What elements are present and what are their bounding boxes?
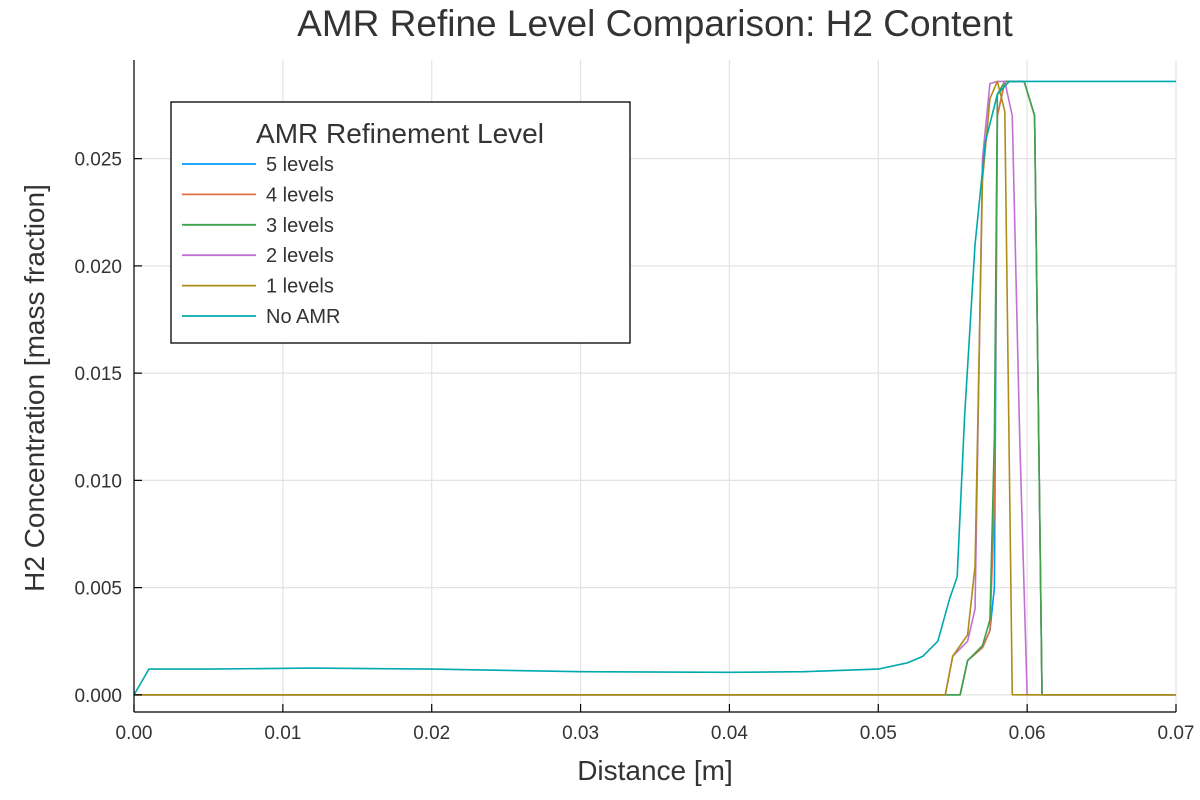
x-tick-label: 0.05 — [860, 723, 897, 744]
x-tick-label: 0.03 — [562, 723, 599, 744]
y-axis-label: H2 Concentration [mass fraction] — [19, 184, 50, 592]
x-tick-label: 0.04 — [711, 723, 748, 744]
x-tick-label: 0.00 — [116, 723, 153, 744]
x-tick-label: 0.02 — [413, 723, 450, 744]
legend-entry: No AMR — [182, 306, 340, 328]
legend-entry: 2 levels — [182, 245, 334, 267]
x-ticks: 0.00 0.01 0.02 0.03 0.04 0.05 0.06 0.07 — [116, 704, 1195, 744]
legend-label: 1 levels — [266, 276, 334, 298]
series-line-3 — [134, 80, 1176, 696]
x-tick-label: 0.07 — [1158, 723, 1195, 744]
legend-label: 5 levels — [266, 154, 334, 176]
chart-title: AMR Refine Level Comparison: H2 Content — [297, 3, 1013, 44]
series-line-6 — [133, 80, 1176, 696]
legend-entry: 3 levels — [182, 215, 334, 237]
legend-label: No AMR — [266, 306, 340, 328]
legend-entries: 5 levels 4 levels 3 levels 2 levels 1 levels… — [182, 154, 340, 328]
grid — [133, 60, 1177, 712]
x-tick-label: 0.01 — [264, 723, 301, 744]
legend-label: 3 levels — [266, 215, 334, 237]
legend-box — [170, 101, 631, 344]
legend-title: AMR Refinement Level — [256, 118, 544, 149]
series-line-5 — [134, 80, 1176, 696]
series-group — [133, 80, 1176, 696]
y-ticks: 0.000 0.005 0.010 0.015 0.020 0.025 — [74, 150, 142, 707]
x-axis-label: Distance [m] — [577, 755, 733, 786]
y-tick-label: 0.015 — [74, 364, 122, 385]
legend-entry: 1 levels — [182, 276, 334, 298]
y-tick-label: 0.025 — [74, 150, 122, 171]
axes — [133, 60, 1176, 713]
legend: AMR Refinement Level 5 levels 4 levels 3 l… — [170, 101, 631, 344]
legend-label: 2 levels — [266, 245, 334, 267]
x-tick-label: 0.06 — [1009, 723, 1046, 744]
legend-entry: 5 levels — [182, 154, 334, 176]
legend-entry: 4 levels — [182, 184, 334, 206]
y-tick-label: 0.020 — [74, 257, 122, 278]
y-tick-label: 0.000 — [74, 686, 122, 707]
y-tick-label: 0.005 — [74, 579, 122, 600]
legend-label: 4 levels — [266, 184, 334, 206]
y-tick-label: 0.010 — [74, 471, 122, 492]
